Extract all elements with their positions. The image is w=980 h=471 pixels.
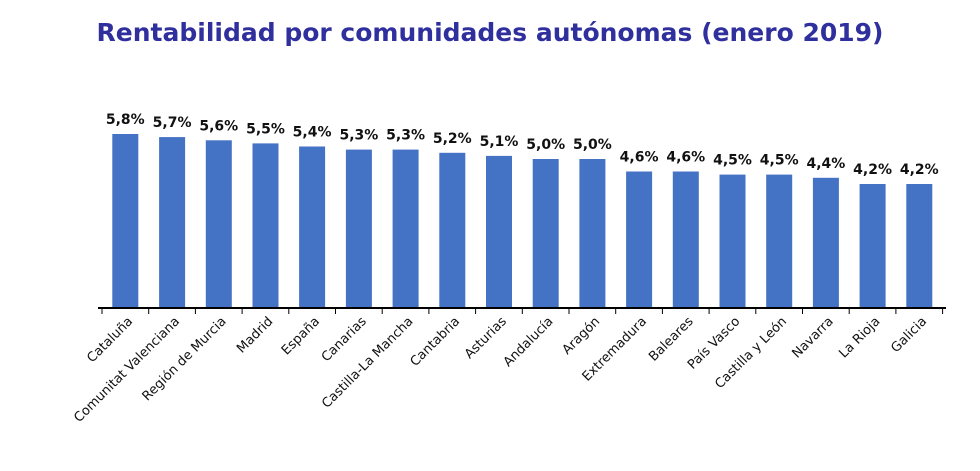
bar-value-label: 4,6%	[666, 150, 705, 166]
bar	[205, 140, 232, 308]
value-labels-group: 5,8% 5,7% 5,6% 5,5% 5,4% 5,3% 5,3% 5,2% 5,1% 5,0%…	[106, 112, 939, 178]
bar-value-label: 4,4%	[806, 156, 845, 172]
bar-value-label: 4,5%	[760, 153, 799, 169]
x-category-label: Madrid	[234, 314, 276, 356]
bar-value-label: 4,2%	[900, 162, 939, 178]
x-category-label: Aragón	[560, 314, 604, 358]
bar-value-label: 5,5%	[246, 121, 285, 137]
bar-value-label: 4,6%	[620, 150, 659, 166]
bar-value-label: 4,2%	[853, 162, 892, 178]
bar	[159, 137, 186, 307]
bar-value-label: 5,8%	[106, 112, 145, 128]
bar-value-label: 5,0%	[526, 137, 565, 153]
bar	[112, 134, 139, 307]
bar	[439, 152, 466, 308]
bar	[766, 174, 793, 307]
bar	[859, 184, 886, 307]
x-category-label: España	[279, 314, 323, 358]
bar	[719, 174, 746, 307]
bar-value-label: 5,6%	[199, 118, 238, 134]
bar	[345, 149, 372, 307]
bar-value-label: 5,4%	[293, 125, 332, 141]
bar-value-label: 5,3%	[386, 128, 425, 144]
x-category-label: Castilla-La Mancha	[319, 314, 416, 411]
x-category-label: La Rioja	[836, 314, 883, 361]
bar-value-label: 5,0%	[573, 137, 612, 153]
x-category-label: Galicia	[888, 314, 930, 356]
x-category-label: Andalucía	[501, 314, 557, 370]
bar-value-label: 4,5%	[713, 153, 752, 169]
bar	[392, 149, 419, 307]
bar	[532, 159, 559, 307]
bar-value-label: 5,7%	[153, 115, 192, 131]
bars-group	[112, 134, 933, 308]
chart-title: Rentabilidad por comunidades autónomas (…	[96, 18, 884, 47]
bar	[672, 171, 699, 307]
bar	[812, 177, 839, 308]
x-category-label: Asturias	[462, 314, 510, 362]
bar-value-label: 5,2%	[433, 131, 472, 147]
x-category-label: Región de Murcia	[140, 314, 230, 404]
bar	[906, 184, 933, 307]
bar-value-label: 5,1%	[480, 134, 519, 150]
bar	[626, 171, 653, 307]
bar	[252, 143, 279, 307]
bar	[299, 146, 326, 307]
x-category-label: Cantabria	[408, 314, 464, 370]
bar-value-label: 5,3%	[339, 128, 378, 144]
x-ticks-group	[101, 308, 944, 314]
bar	[579, 159, 606, 307]
bar	[486, 155, 512, 307]
x-category-label: Navarra	[790, 314, 837, 361]
